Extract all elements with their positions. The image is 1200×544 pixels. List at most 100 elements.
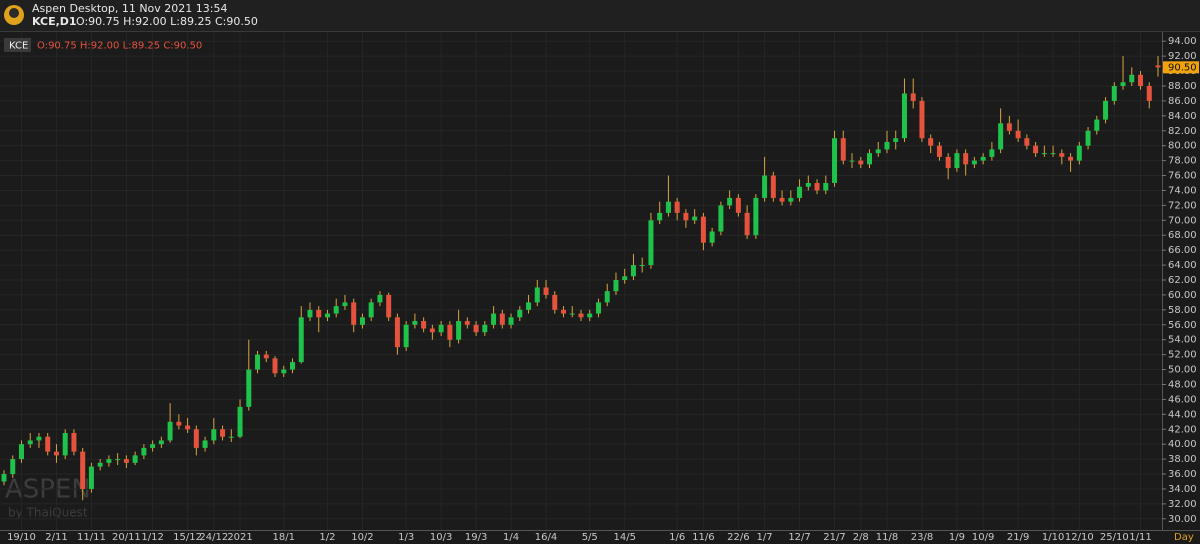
candle-body — [858, 160, 864, 165]
candle-body — [167, 421, 173, 441]
candle-body — [36, 436, 42, 441]
y-tick-label: 46.00 — [1168, 394, 1197, 405]
x-tick-label: 16/4 — [535, 532, 557, 543]
candle-body — [595, 302, 601, 314]
y-tick-label: 84.00 — [1168, 111, 1197, 122]
candle-body — [534, 287, 540, 303]
x-tick-label: 24/12 — [199, 532, 228, 543]
y-tick-label: 42.00 — [1168, 424, 1197, 435]
x-tick-label: 18/1 — [273, 532, 295, 543]
candle-body — [604, 291, 610, 303]
y-tick-label: 80.00 — [1168, 141, 1197, 152]
y-tick-label: 44.00 — [1168, 409, 1197, 420]
candle-body — [150, 444, 156, 448]
candle-body — [1041, 153, 1047, 155]
x-tick-label: 12/7 — [788, 532, 810, 543]
candle-body — [333, 306, 339, 314]
candle-body — [901, 93, 907, 139]
x-tick-label: 1/3 — [398, 532, 414, 543]
candle-body — [648, 220, 654, 266]
legend-ohlc: O:90.75 H:92.00 L:89.25 C:90.50 — [37, 41, 202, 52]
candle-body — [18, 444, 24, 460]
y-tick-label: 86.00 — [1168, 96, 1197, 107]
candle-body — [45, 436, 51, 452]
y-tick-label: 32.00 — [1168, 499, 1197, 510]
y-tick-label: 60.00 — [1168, 290, 1197, 301]
candle-body — [97, 462, 103, 467]
y-tick-label: 62.00 — [1168, 275, 1197, 286]
candle-body — [386, 294, 392, 318]
x-tick-label: 11/6 — [692, 532, 714, 543]
candle-body — [394, 317, 400, 348]
candle-body — [753, 197, 759, 236]
legend-symbol: KCE — [9, 41, 28, 52]
candle-body — [1050, 153, 1056, 155]
candle-body — [281, 369, 287, 374]
x-tick-label: 1/10 — [1042, 532, 1064, 543]
candle-body — [237, 406, 243, 437]
candle-body — [875, 149, 881, 154]
x-tick-label: 1/9 — [949, 532, 965, 543]
x-tick-label: 19/10 — [7, 532, 36, 543]
candle-body — [770, 175, 776, 198]
candle-body — [954, 153, 960, 169]
y-tick-label: 92.00 — [1168, 51, 1197, 62]
candle-body — [193, 429, 199, 448]
x-tick-label: 1/2 — [319, 532, 335, 543]
candle-body — [1111, 85, 1117, 101]
candle-body — [429, 328, 435, 333]
app-logo-inner — [9, 8, 19, 18]
x-tick-label: 1/11 — [1129, 532, 1151, 543]
candle-body — [700, 216, 706, 243]
candle-body — [482, 324, 488, 333]
candle-body — [762, 175, 768, 198]
y-tick-label: 40.00 — [1168, 439, 1197, 450]
candle-body — [569, 313, 575, 315]
legend-box — [4, 38, 31, 52]
candle-body — [158, 440, 164, 445]
candle-body — [1155, 65, 1161, 68]
candle-body — [464, 321, 470, 325]
candle-body — [80, 451, 86, 489]
candle-body — [106, 459, 112, 463]
x-tick-label: 14/5 — [613, 532, 635, 543]
candle-body — [945, 156, 951, 169]
candle-body — [456, 321, 462, 340]
candle-body — [517, 309, 523, 318]
candle-body — [893, 138, 899, 142]
candle-body — [272, 358, 278, 374]
x-tick-label: 15/12 — [173, 532, 202, 543]
candle-body — [578, 313, 584, 318]
x-tick-label: 21/7 — [823, 532, 845, 543]
candle-body — [727, 197, 733, 206]
candle-body — [115, 459, 121, 461]
x-tick-label: 20/11 — [112, 532, 141, 543]
candle-body — [998, 123, 1004, 150]
candle-body — [1015, 130, 1021, 139]
y-tick-label: 78.00 — [1168, 156, 1197, 167]
candle-body — [910, 93, 916, 101]
candle-body — [840, 138, 846, 161]
x-tick-label: 1/12 — [141, 532, 163, 543]
last-price-tag — [1163, 61, 1199, 74]
candle-body — [246, 369, 252, 407]
y-tick-label: 66.00 — [1168, 245, 1197, 256]
candle-body — [27, 440, 33, 445]
y-tick-label: 38.00 — [1168, 454, 1197, 465]
x-axis-label: Day — [1174, 532, 1194, 543]
candle-body — [10, 459, 16, 475]
candle-body — [290, 362, 295, 370]
candle-body — [613, 280, 619, 292]
candle-body — [220, 429, 226, 437]
candle-body — [674, 201, 680, 213]
y-tick-label: 48.00 — [1168, 379, 1197, 390]
candle-body — [552, 294, 558, 310]
candle-body — [123, 459, 129, 463]
x-tick-label: 21/9 — [1007, 532, 1029, 543]
y-tick-label: 34.00 — [1168, 484, 1197, 495]
candle-body — [1085, 130, 1091, 146]
y-tick-label: 94.00 — [1168, 36, 1197, 47]
y-tick-label: 54.00 — [1168, 335, 1197, 346]
candle-body — [1024, 138, 1030, 146]
